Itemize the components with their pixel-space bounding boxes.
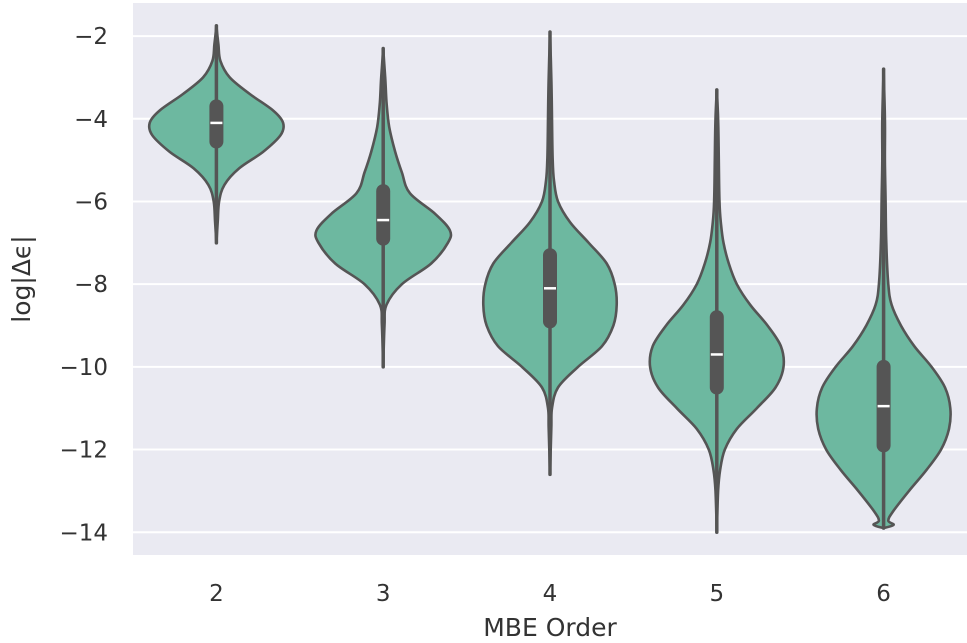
x-tick-labels: 2 3 4 5 6 [209,581,891,607]
violin-2 [147,23,285,245]
x-tick-label: 5 [709,581,724,607]
y-tick-label: −4 [74,107,108,133]
violin-6 [815,67,952,530]
x-tick-label: 6 [876,581,891,607]
x-axis-label: MBE Order [483,613,617,642]
y-tick-label: −6 [74,189,108,215]
y-tick-label: −14 [59,520,108,546]
violins [147,23,952,535]
violin-5 [648,88,786,535]
y-tick-labels: −2 −4 −6 −8 −10 −12 −14 [59,24,108,546]
x-tick-label: 4 [543,581,558,607]
y-tick-label: −10 [59,355,108,381]
y-tick-label: −2 [74,24,108,50]
y-tick-label: −12 [59,438,108,464]
x-tick-label: 2 [209,581,224,607]
x-tick-label: 3 [376,581,391,607]
y-tick-label: −8 [74,272,108,298]
y-axis-label: log|Δϵ| [7,235,36,322]
violin-3 [314,46,453,369]
violin-4 [481,30,619,477]
